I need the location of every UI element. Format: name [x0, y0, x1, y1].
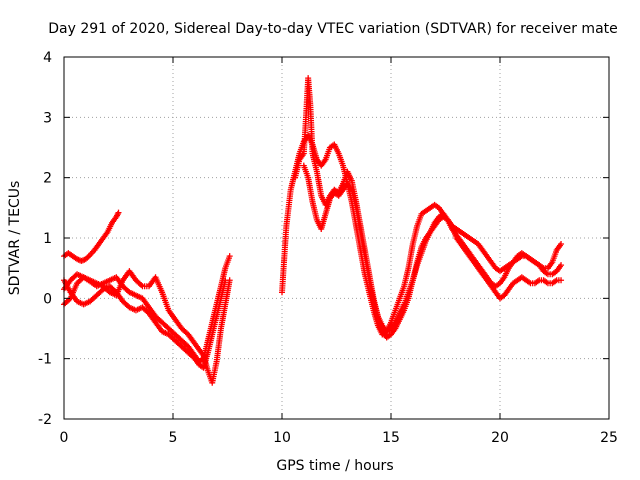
y-tick-label: 1: [43, 231, 52, 247]
y-tick-label: -1: [38, 352, 52, 368]
series-trace-G: [300, 162, 565, 335]
x-tick-label: 15: [382, 430, 400, 446]
x-axis-label: GPS time / hours: [276, 458, 393, 474]
x-tick-label: 20: [491, 430, 509, 446]
data-point: [558, 241, 565, 248]
data-points: [61, 75, 565, 386]
axis-ticks: 0 5 10 15 20 25 -2 -1 0 1 2 3 4: [38, 50, 618, 446]
series-trace-E: [279, 132, 565, 338]
y-axis-label: SDTVAR / TECUs: [7, 181, 23, 296]
x-tick-label: 5: [169, 430, 178, 446]
x-tick-label: 25: [600, 430, 618, 446]
y-tick-label: 2: [43, 171, 52, 187]
x-tick-label: 0: [60, 430, 69, 446]
data-point: [138, 282, 145, 289]
data-point: [226, 277, 233, 284]
x-tick-label: 10: [273, 430, 291, 446]
data-point: [66, 296, 73, 303]
data-point: [558, 277, 565, 284]
series-trace-A: [61, 209, 122, 264]
y-tick-label: 0: [43, 291, 52, 307]
y-tick-label: 3: [43, 110, 52, 126]
series-trace-D: [61, 268, 233, 386]
y-tick-label: -2: [38, 412, 52, 428]
data-point: [226, 253, 233, 260]
data-point: [115, 209, 122, 216]
chart-title: Day 291 of 2020, Sidereal Day-to-day VTE…: [48, 21, 618, 37]
data-point: [558, 262, 565, 269]
y-tick-label: 4: [43, 50, 52, 66]
grid-lines: [64, 57, 609, 419]
